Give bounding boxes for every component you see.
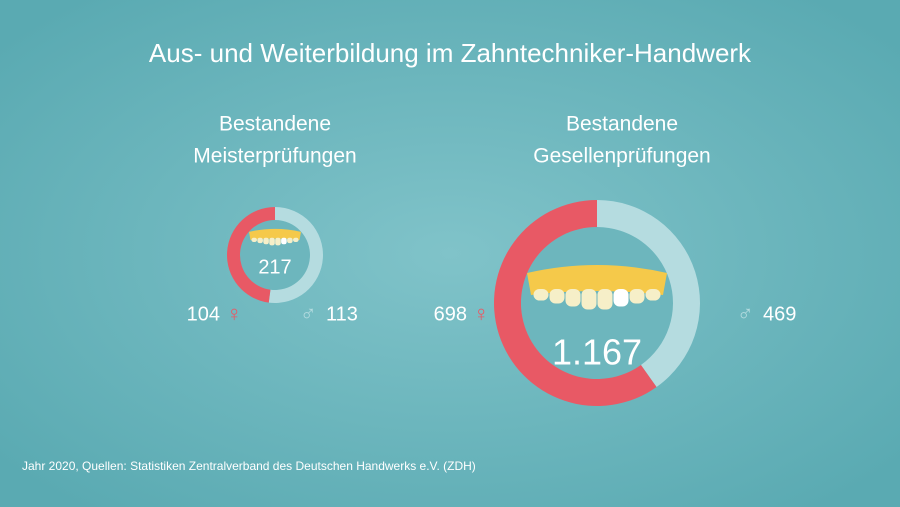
- legend-symbol: ♂: [737, 301, 754, 326]
- tooth: [581, 289, 597, 310]
- source: Jahr 2020, Quellen: Statistiken Zentralv…: [22, 459, 476, 473]
- tooth: [281, 237, 287, 245]
- gum: [249, 228, 301, 240]
- tooth: [549, 289, 565, 304]
- segment: [494, 200, 657, 407]
- tooth: [533, 289, 549, 301]
- value-label: 104: [187, 303, 220, 325]
- chart-title: Meisterprüfungen: [193, 145, 356, 168]
- tooth: [275, 237, 281, 246]
- tooth: [257, 237, 263, 244]
- value-label: 113: [326, 303, 358, 325]
- legend-symbol: ♀: [226, 301, 243, 326]
- teeth-icon: [249, 228, 301, 246]
- value-label: 469: [763, 303, 796, 325]
- chart-title: Bestandene: [219, 113, 331, 136]
- total-label: 217: [258, 256, 291, 278]
- legend-symbol: ♀: [473, 301, 490, 326]
- tooth: [263, 237, 269, 245]
- gum: [527, 265, 667, 295]
- title: Aus- und Weiterbildung im Zahntechniker-…: [149, 38, 752, 68]
- legend-symbol: ♂: [300, 301, 317, 326]
- tooth: [613, 289, 629, 307]
- inner-disc: [521, 227, 673, 379]
- tooth: [565, 289, 581, 307]
- segment: [227, 207, 275, 303]
- total-label: 1.167: [552, 332, 642, 373]
- tooth: [251, 237, 257, 243]
- tooth: [287, 237, 293, 244]
- chart-title: Bestandene: [566, 113, 678, 136]
- chart-title: Gesellenprüfungen: [533, 145, 710, 168]
- tooth: [269, 237, 275, 246]
- tooth: [293, 237, 299, 243]
- tooth: [645, 289, 661, 301]
- tooth: [597, 289, 613, 310]
- teeth-icon: [527, 265, 667, 310]
- segment: [597, 200, 701, 388]
- value-label: 698: [434, 303, 467, 325]
- segment: [268, 207, 324, 303]
- tooth: [629, 289, 645, 304]
